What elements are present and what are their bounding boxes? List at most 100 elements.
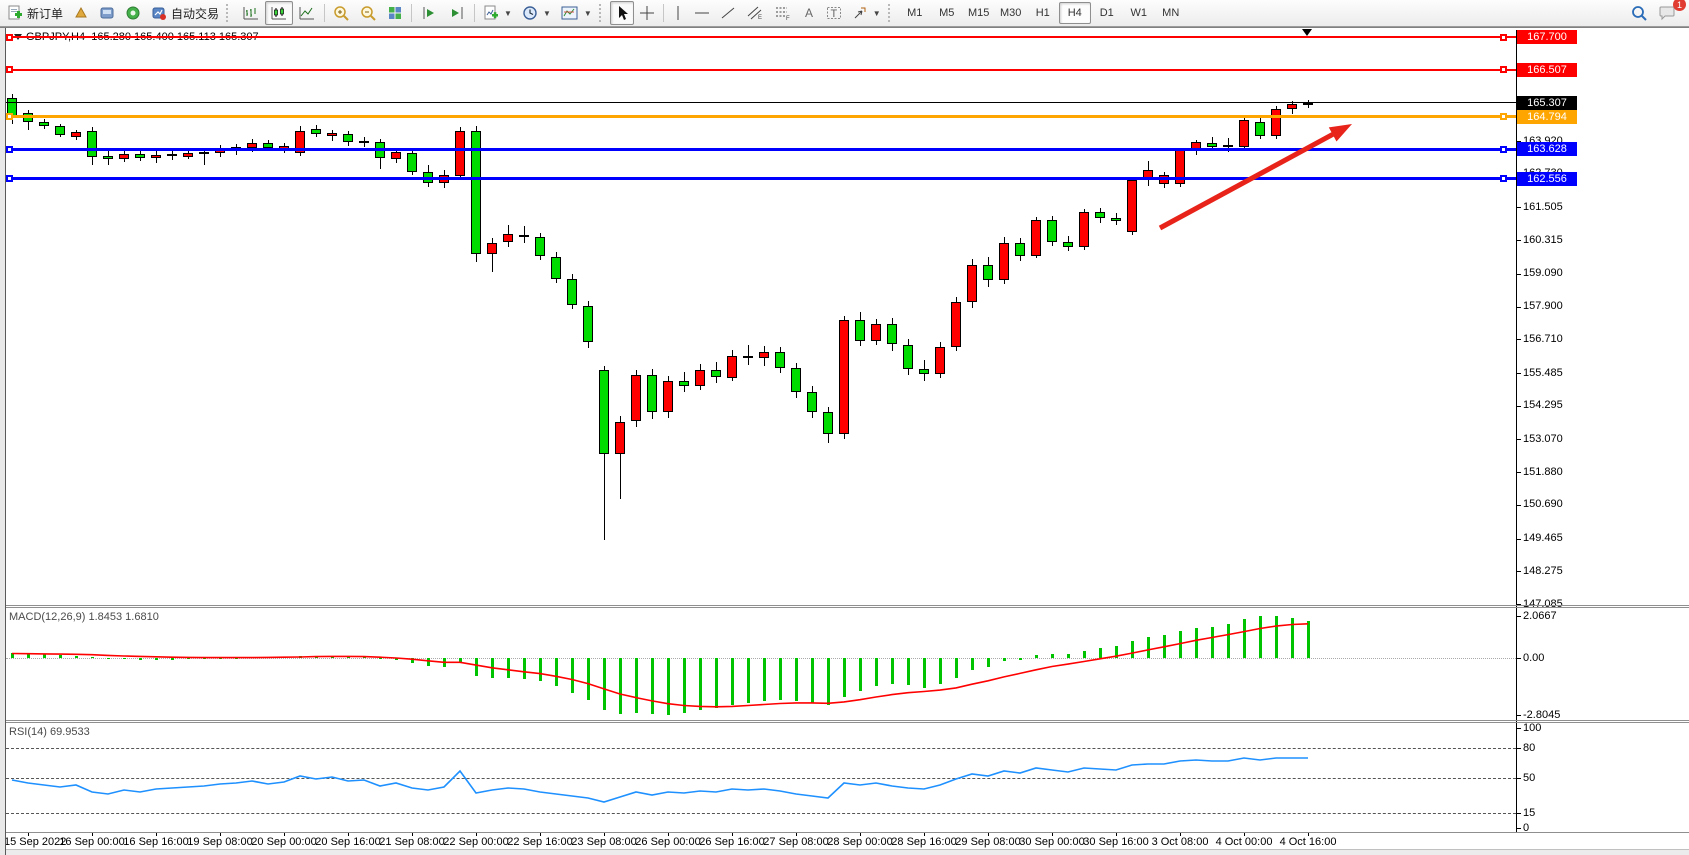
fibonacci-tool-button[interactable]: F bbox=[769, 1, 797, 25]
time-tick-mark bbox=[1052, 832, 1053, 836]
line-handle[interactable] bbox=[1500, 145, 1507, 153]
price-level-badge: 166.507 bbox=[1517, 62, 1577, 77]
line-handle[interactable] bbox=[1500, 33, 1507, 41]
navigator-button[interactable] bbox=[94, 1, 120, 25]
macd-histogram-bar bbox=[635, 658, 638, 713]
candle-body bbox=[1207, 142, 1217, 147]
zoom-out-button[interactable] bbox=[355, 1, 382, 25]
vertical-line-tool-button[interactable] bbox=[667, 1, 689, 25]
zoom-in-button[interactable] bbox=[328, 1, 355, 25]
macd-tick-label: -2.8045 bbox=[1523, 708, 1561, 721]
timeframe-m5[interactable]: M5 bbox=[939, 7, 955, 19]
channel-tool-button[interactable]: E bbox=[741, 1, 769, 25]
line-handle[interactable] bbox=[6, 145, 13, 153]
new-order-button[interactable]: 新订单 bbox=[2, 1, 68, 25]
crosshair-tool-button[interactable] bbox=[634, 1, 660, 25]
trend-arrow-head[interactable] bbox=[1328, 124, 1352, 142]
line-handle[interactable] bbox=[1500, 66, 1507, 74]
time-tick-mark bbox=[540, 832, 541, 836]
horizontal-line-object[interactable] bbox=[6, 115, 1516, 119]
text-tool-button[interactable]: A bbox=[797, 1, 821, 25]
pane-separator[interactable] bbox=[0, 605, 1689, 606]
time-tick-mark bbox=[284, 832, 285, 836]
timeframe-m30[interactable]: M30 bbox=[1000, 7, 1022, 19]
horizontal-line-tool-button[interactable] bbox=[689, 1, 715, 25]
candle-body bbox=[1255, 121, 1265, 136]
horizontal-line-object[interactable] bbox=[6, 68, 1516, 71]
chart-shift-icon bbox=[448, 5, 466, 21]
price-tick-mark bbox=[1516, 472, 1521, 474]
pane-separator[interactable] bbox=[0, 720, 1689, 721]
line-handle[interactable] bbox=[1500, 113, 1507, 121]
tile-windows-button[interactable] bbox=[382, 1, 408, 25]
timeframe-mn[interactable]: MN bbox=[1162, 7, 1180, 19]
time-axis-label: 28 Sep 16:00 bbox=[891, 836, 957, 848]
autotrading-button[interactable]: 自动交易 bbox=[146, 1, 224, 25]
window-left-edge bbox=[0, 28, 6, 855]
line-chart-button[interactable] bbox=[293, 1, 321, 25]
macd-histogram-bar bbox=[1131, 640, 1134, 658]
terminal-button[interactable] bbox=[120, 1, 146, 25]
bar-chart-button[interactable] bbox=[237, 1, 265, 25]
timeframe-m1[interactable]: M1 bbox=[907, 7, 923, 19]
add-indicator-button[interactable]: ▼ bbox=[478, 1, 517, 25]
line-handle[interactable] bbox=[6, 113, 13, 121]
horizontal-line-object[interactable] bbox=[6, 102, 1516, 104]
line-handle[interactable] bbox=[6, 175, 13, 182]
periods-button[interactable]: ▼ bbox=[517, 1, 556, 25]
line-handle[interactable] bbox=[6, 66, 13, 74]
price-tick-mark bbox=[1516, 538, 1521, 540]
pane-separator bbox=[0, 607, 1689, 608]
rsi-tick-mark bbox=[1516, 813, 1521, 814]
horizontal-line-object[interactable] bbox=[6, 177, 1516, 180]
time-axis-label: 26 Sep 00:00 bbox=[635, 836, 701, 848]
price-tick-label: 154.295 bbox=[1523, 399, 1563, 412]
line-handle[interactable] bbox=[6, 33, 13, 41]
trendline-tool-button[interactable] bbox=[715, 1, 741, 25]
rsi-tick-label: 50 bbox=[1523, 771, 1536, 784]
macd-histogram-bar bbox=[939, 658, 942, 685]
candle-body bbox=[951, 302, 961, 348]
price-tick-mark bbox=[1516, 604, 1521, 605]
timeframe-m15[interactable]: M15 bbox=[968, 7, 990, 19]
candle-body bbox=[1095, 211, 1105, 218]
macd-histogram-bar bbox=[1307, 620, 1310, 658]
macd-histogram-bar bbox=[1083, 650, 1086, 658]
time-tick-mark bbox=[28, 832, 29, 836]
search-button[interactable] bbox=[1626, 1, 1653, 25]
arrows-tool-button[interactable]: ▼ bbox=[847, 1, 886, 25]
time-axis-label: 15 Sep 2022 bbox=[4, 836, 67, 848]
line-handle[interactable] bbox=[1500, 175, 1507, 182]
templates-button[interactable]: ▼ bbox=[556, 1, 597, 25]
timeframe-d1[interactable]: D1 bbox=[1099, 7, 1114, 19]
notifications-button[interactable]: 1 bbox=[1653, 0, 1686, 25]
autotrading-icon bbox=[151, 5, 167, 21]
macd-histogram-bar bbox=[155, 658, 158, 660]
candlestick-chart-button[interactable] bbox=[265, 1, 294, 25]
label-tool-button[interactable]: T bbox=[821, 1, 847, 25]
pane-separator bbox=[0, 722, 1689, 723]
timeframe-h1[interactable]: H1 bbox=[1035, 7, 1050, 19]
price-tick-label: 147.085 bbox=[1523, 597, 1563, 610]
price-tick-label: 153.070 bbox=[1523, 432, 1563, 445]
macd-histogram-bar bbox=[827, 658, 830, 705]
auto-scroll-button[interactable] bbox=[415, 1, 443, 25]
timeframe-h4[interactable]: H4 bbox=[1058, 2, 1091, 24]
cursor-tool-button[interactable] bbox=[609, 1, 634, 25]
market-watch-button[interactable] bbox=[68, 1, 94, 25]
macd-histogram-bar bbox=[219, 658, 222, 659]
macd-histogram-bar bbox=[91, 657, 94, 658]
chart-shift-marker-icon bbox=[1302, 29, 1312, 36]
horizontal-line-object[interactable] bbox=[6, 147, 1516, 151]
chart-shift-button[interactable] bbox=[443, 1, 471, 25]
horizontal-line-object[interactable] bbox=[6, 36, 1516, 38]
macd-histogram-bar bbox=[1195, 627, 1198, 658]
macd-histogram-bar bbox=[619, 658, 622, 714]
dropdown-arrow-icon: ▼ bbox=[542, 8, 551, 18]
macd-histogram-bar bbox=[1259, 616, 1262, 658]
macd-histogram-bar bbox=[299, 656, 302, 658]
dropdown-arrow-icon: ▼ bbox=[872, 8, 881, 18]
timeframe-w1[interactable]: W1 bbox=[1130, 7, 1147, 19]
macd-histogram-bar bbox=[795, 658, 798, 701]
new-order-label: 新订单 bbox=[27, 6, 64, 21]
